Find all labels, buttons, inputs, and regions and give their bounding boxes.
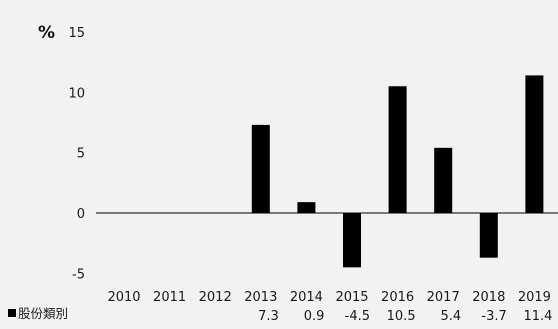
x-tick-label-2019: 2019	[518, 290, 551, 305]
bar-2019	[525, 75, 544, 213]
x-tick-label-2017: 2017	[427, 290, 460, 305]
data-label-2016: 10.5	[387, 309, 416, 324]
data-label-2018: -3.7	[481, 309, 506, 324]
y-tick-label: 10	[68, 86, 85, 101]
legend-swatch	[8, 309, 16, 317]
data-labels-group: 7.3 0.9 -4.5 10.5 5.4 -3.7 11.4	[258, 309, 552, 324]
legend-data-row: 股份類別	[8, 306, 68, 321]
x-tick-label-2016: 2016	[381, 290, 414, 305]
legend-series-name: 股份類別	[18, 306, 68, 321]
bar-2018	[479, 213, 498, 258]
y-tick-label: 0	[77, 207, 85, 222]
data-label-2013: 7.3	[258, 309, 279, 324]
bar-2014	[297, 202, 316, 213]
y-tick-label: -5	[72, 267, 85, 282]
x-tick-label-2011: 2011	[153, 290, 186, 305]
bar-2016	[388, 86, 407, 213]
x-tick-label-2010: 2010	[107, 290, 140, 305]
y-tick-label: 15	[68, 26, 85, 41]
data-label-2019: 11.4	[523, 309, 552, 324]
bar-2017	[434, 147, 453, 213]
bars-group	[251, 75, 544, 268]
unit-label: %	[38, 23, 55, 43]
x-tick-label-2018: 2018	[472, 290, 505, 305]
bar-2015	[343, 213, 361, 268]
y-tick-label: 5	[77, 147, 85, 162]
data-label-2014: 0.9	[304, 309, 325, 324]
x-tick-label-2014: 2014	[290, 290, 323, 305]
y-axis: 15 10 5 0 -5	[68, 26, 85, 282]
x-tick-label-2012: 2012	[199, 290, 232, 305]
bar-2013	[251, 124, 270, 213]
x-tick-label-2015: 2015	[335, 290, 368, 305]
x-tick-label-2013: 2013	[244, 290, 277, 305]
data-label-2015: -4.5	[345, 309, 370, 324]
data-label-2017: 5.4	[441, 309, 462, 324]
x-axis: 2010 2011 2012 2013 2014 2015 2016 2017 2018 2019	[107, 290, 550, 305]
